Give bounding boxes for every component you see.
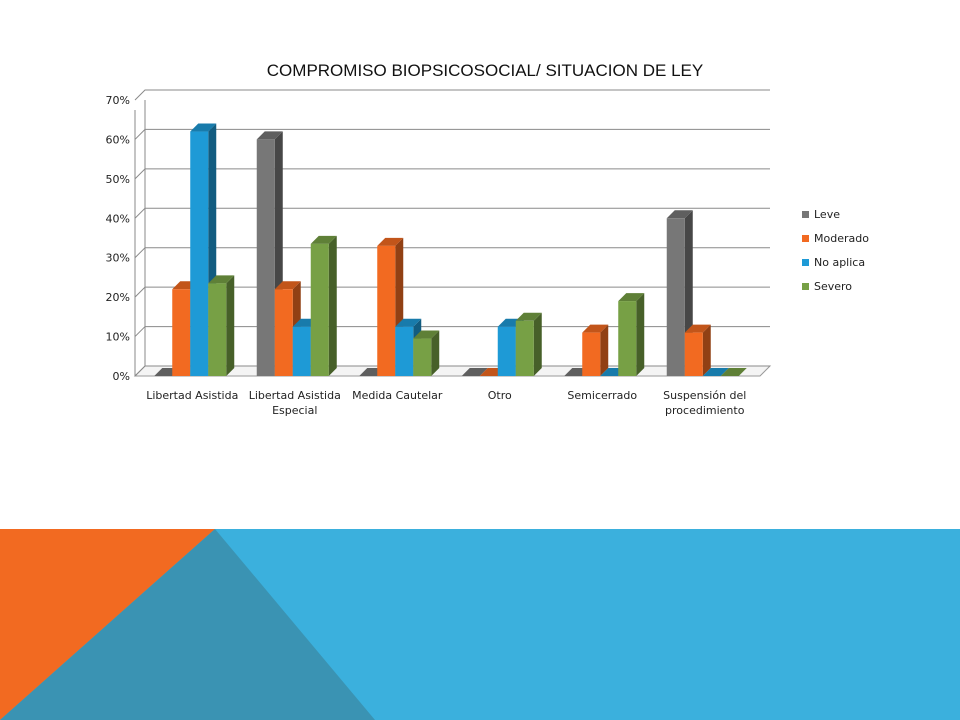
- bar: [702, 368, 729, 376]
- y-tick-label: 40%: [106, 212, 130, 225]
- bar-top: [515, 312, 542, 321]
- y-tick-label: 20%: [106, 291, 130, 304]
- bar: [515, 312, 542, 376]
- y-tick-label: 30%: [106, 252, 130, 265]
- legend-label: No aplica: [814, 256, 865, 269]
- bar-top: [395, 318, 422, 327]
- bar: [684, 324, 711, 376]
- bar-front: [666, 218, 685, 376]
- bar-top: [461, 368, 488, 376]
- bar-front: [582, 332, 601, 376]
- x-tick-label: Libertad Asistida: [146, 389, 238, 402]
- bar-front: [208, 283, 227, 376]
- bar-front: [172, 289, 191, 376]
- legend-item: Leve: [802, 208, 840, 221]
- y-tick-label: 50%: [106, 173, 130, 186]
- bar-top: [310, 235, 337, 244]
- bar: [461, 368, 488, 376]
- bar-top: [684, 324, 711, 333]
- bar-top: [190, 123, 217, 132]
- bar-top: [208, 275, 235, 284]
- bar-front: [377, 245, 396, 376]
- legend-item: Moderado: [802, 232, 869, 245]
- bar-front: [413, 338, 432, 376]
- bar-top: [618, 293, 645, 302]
- bar-side: [702, 324, 711, 376]
- y-tick-label: 10%: [106, 331, 130, 344]
- bars-layer: [154, 123, 747, 377]
- legend-item: Severo: [802, 280, 852, 293]
- bar-top: [582, 324, 609, 333]
- bar-side: [636, 293, 645, 376]
- bar-front: [684, 332, 703, 376]
- bar-front: [292, 326, 311, 376]
- bar: [413, 330, 440, 376]
- legend-label: Severo: [814, 280, 852, 293]
- bar-front: [274, 289, 293, 376]
- legend-item: No aplica: [802, 256, 865, 269]
- grid-layer: [133, 89, 772, 377]
- x-tick-label: Libertad Asistida Especial: [249, 389, 341, 417]
- legend-label: Moderado: [814, 232, 869, 245]
- legend-swatch: [802, 235, 809, 242]
- legend: Leve Moderado No aplica Severo: [802, 208, 869, 293]
- gridline: [134, 89, 770, 101]
- bar-chart: COMPROMISO BIOPSICOSOCIAL/ SITUACION DE …: [106, 61, 870, 417]
- bar-front: [497, 326, 516, 376]
- x-tick-label: Semicerrado: [567, 389, 637, 402]
- legend-swatch: [802, 283, 809, 290]
- bar-top: [702, 368, 729, 376]
- bar-top: [377, 237, 404, 246]
- y-tick-label: 0%: [113, 370, 130, 383]
- labels-layer: 0% 10% 20% 30% 40% 50% 60% 70% Libertad Asistida…: [106, 94, 747, 417]
- bar: [720, 368, 747, 376]
- bar-side: [328, 235, 337, 376]
- x-tick-label: Otro: [488, 389, 512, 402]
- bar: [310, 235, 337, 376]
- bar-side: [600, 324, 609, 376]
- bar-front: [190, 131, 209, 376]
- chart-title: COMPROMISO BIOPSICOSOCIAL/ SITUACION DE …: [267, 61, 703, 80]
- bar: [582, 324, 609, 376]
- bar: [208, 275, 235, 376]
- bar-top: [666, 210, 693, 219]
- bar-front: [256, 139, 275, 376]
- bar-front: [395, 326, 414, 376]
- bar-side: [226, 275, 235, 376]
- bar-top: [413, 330, 440, 339]
- dark-teal-triangle: [0, 529, 375, 720]
- bar-front: [618, 301, 637, 376]
- bar-front: [515, 320, 534, 376]
- bar: [618, 293, 645, 376]
- x-tick-label: Medida Cautelar: [352, 389, 443, 402]
- y-tick-label: 60%: [106, 133, 130, 146]
- bar-top: [274, 281, 301, 290]
- back-wall: [145, 100, 770, 366]
- bar-top: [256, 131, 283, 140]
- bar-side: [431, 330, 440, 376]
- legend-swatch: [802, 259, 809, 266]
- bar-side: [533, 312, 542, 376]
- bar-front: [310, 243, 329, 376]
- bar-top: [720, 368, 747, 376]
- legend-swatch: [802, 211, 809, 218]
- legend-label: Leve: [814, 208, 840, 221]
- y-tick-label: 70%: [106, 94, 130, 107]
- x-tick-label: Suspensión del procedimiento: [663, 389, 746, 417]
